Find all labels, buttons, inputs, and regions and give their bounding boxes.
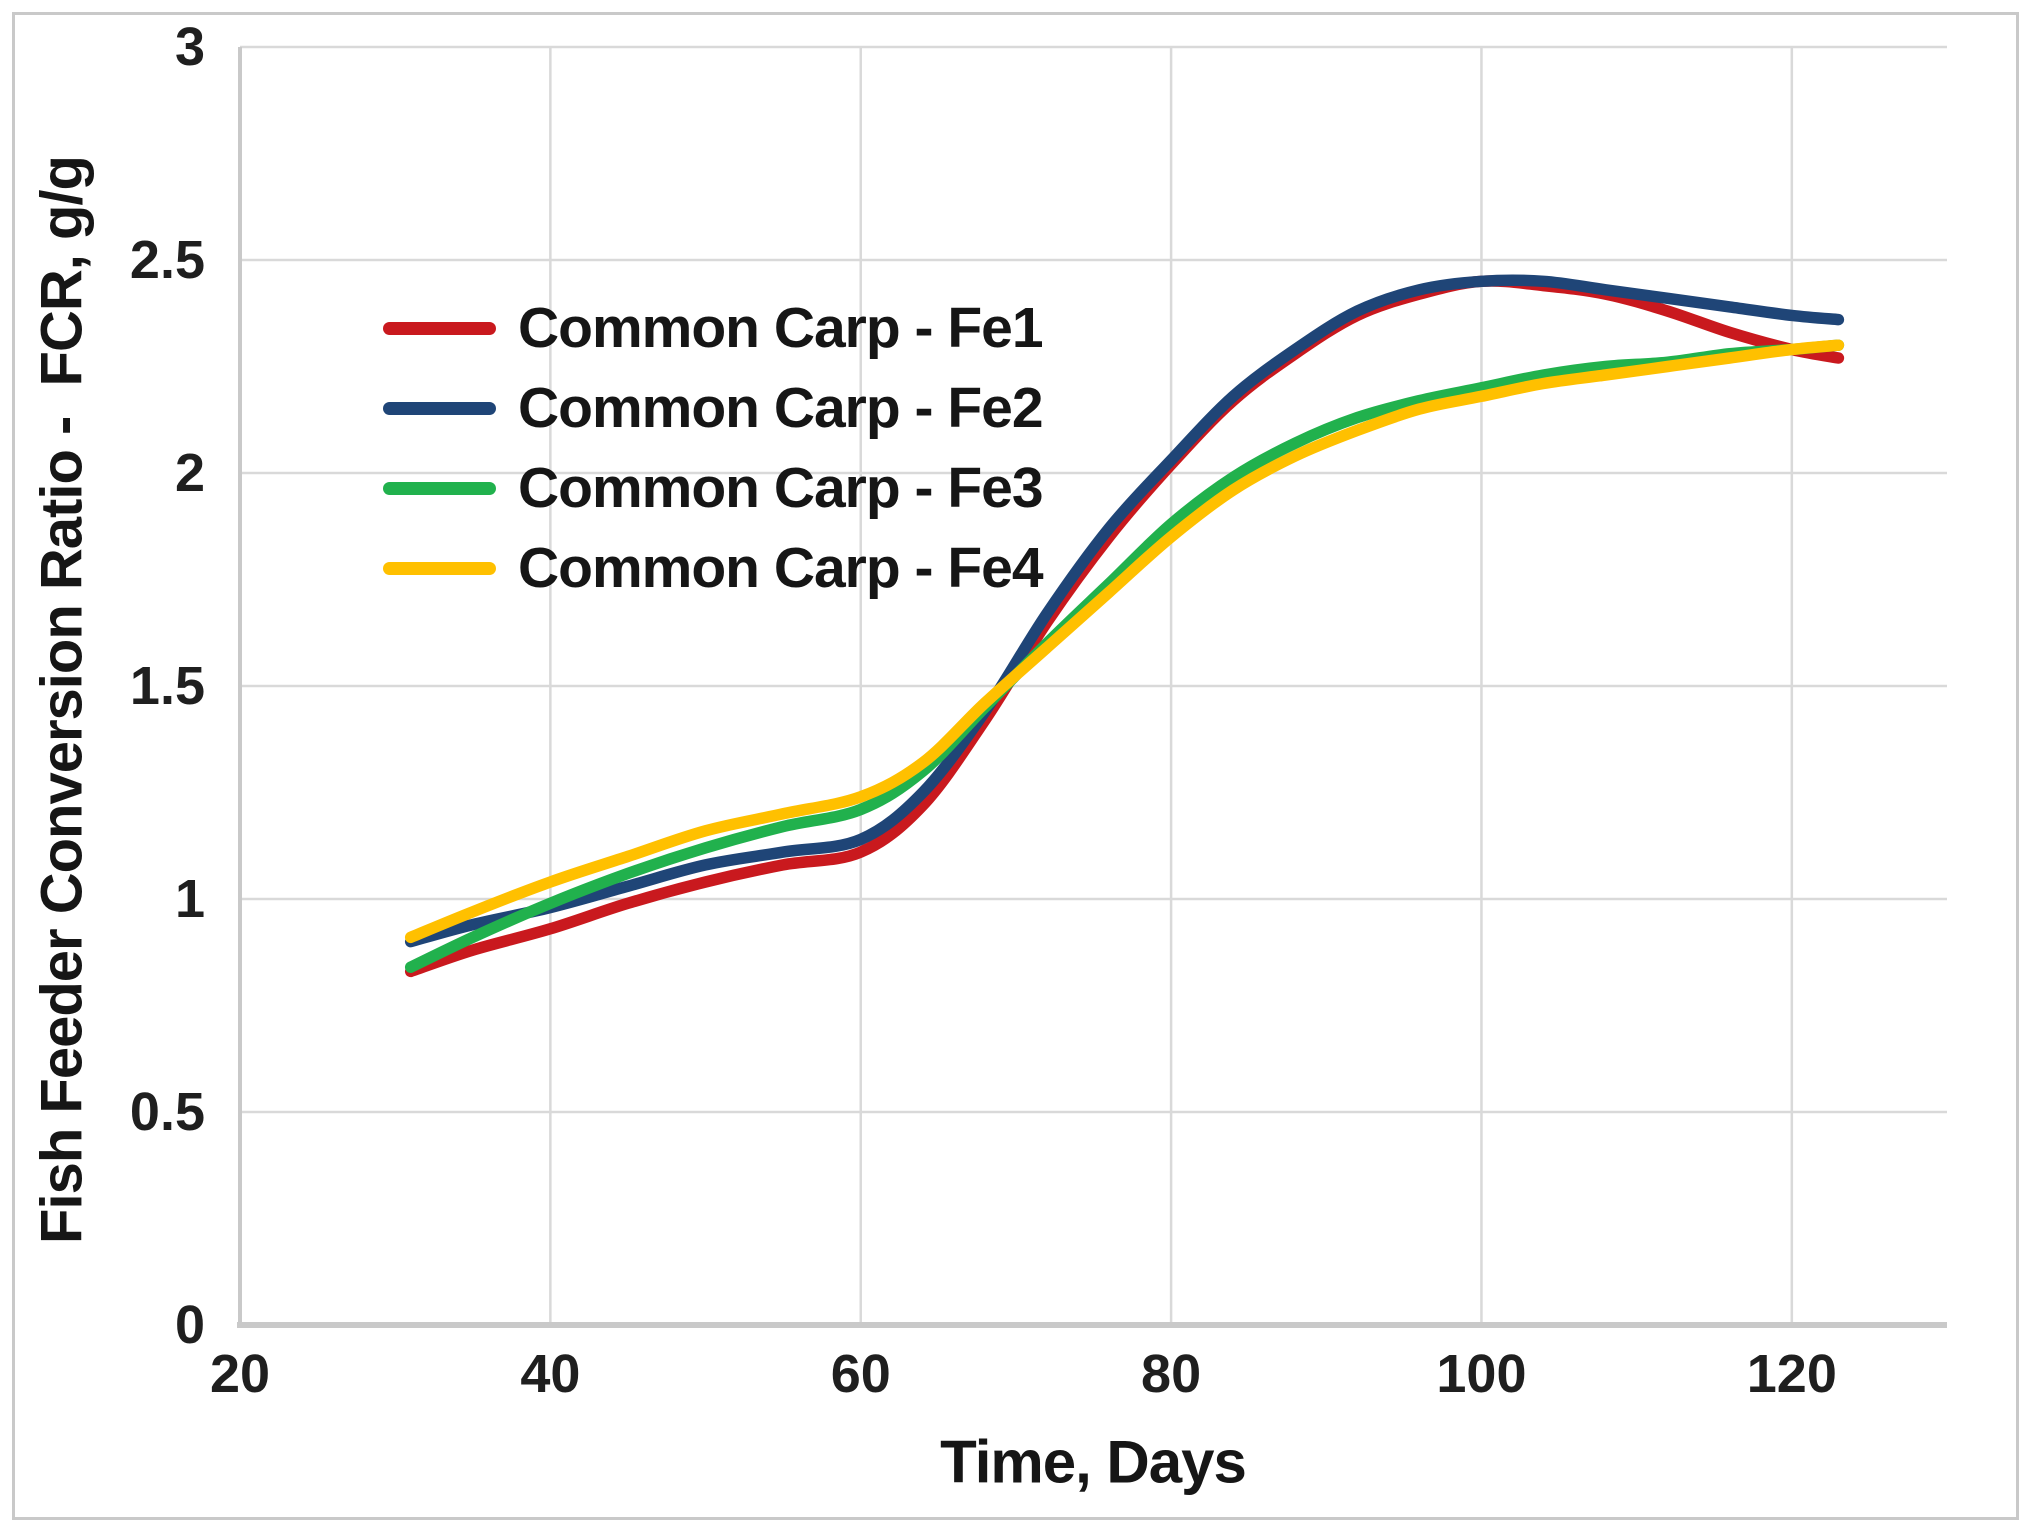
x-tick-label-120: 120 [1747, 1344, 1837, 1404]
legend-item-fe4: Common Carp - Fe4 [383, 528, 1044, 608]
y-axis-title: Fish Feeder Conversion Ratio - FCR, g/g [29, 156, 95, 1244]
x-tick-label-40: 40 [520, 1344, 580, 1404]
series-line-fe3 [404, 339, 1845, 973]
x-tick-label-60: 60 [831, 1344, 891, 1404]
y-tick-label-2.5: 2.5 [130, 230, 205, 290]
x-tick-label-100: 100 [1436, 1344, 1526, 1404]
legend-swatch-fe4 [383, 561, 496, 575]
legend-label-fe4: Common Carp - Fe4 [518, 536, 1044, 600]
y-tick-label-1.5: 1.5 [130, 656, 205, 716]
legend-item-fe1: Common Carp - Fe1 [383, 288, 1044, 368]
series-line-fe2 [404, 274, 1845, 948]
y-tick-label-0: 0 [175, 1295, 205, 1355]
legend-label-fe1: Common Carp - Fe1 [518, 296, 1044, 360]
x-axis-title: Time, Days [940, 1428, 1247, 1496]
y-tick-label-0.5: 0.5 [130, 1082, 205, 1142]
x-tick-label-20: 20 [210, 1344, 270, 1404]
legend-label-fe3: Common Carp - Fe3 [518, 456, 1044, 520]
y-tick-label-3: 3 [175, 17, 205, 77]
y-tick-label-1: 1 [175, 869, 205, 929]
series-line-fe4 [404, 339, 1845, 944]
y-tick-label-2: 2 [175, 443, 205, 503]
legend-swatch-fe3 [383, 481, 496, 495]
legend-item-fe2: Common Carp - Fe2 [383, 368, 1044, 448]
x-tick-label-80: 80 [1141, 1344, 1201, 1404]
figure-border [12, 12, 2019, 1520]
legend-swatch-fe2 [383, 401, 496, 415]
legend-label-fe2: Common Carp - Fe2 [518, 376, 1044, 440]
legend-item-fe3: Common Carp - Fe3 [383, 448, 1044, 528]
legend-swatch-fe1 [383, 321, 496, 335]
legend: Common Carp - Fe1 Common Carp - Fe2 Common… [383, 288, 1044, 608]
